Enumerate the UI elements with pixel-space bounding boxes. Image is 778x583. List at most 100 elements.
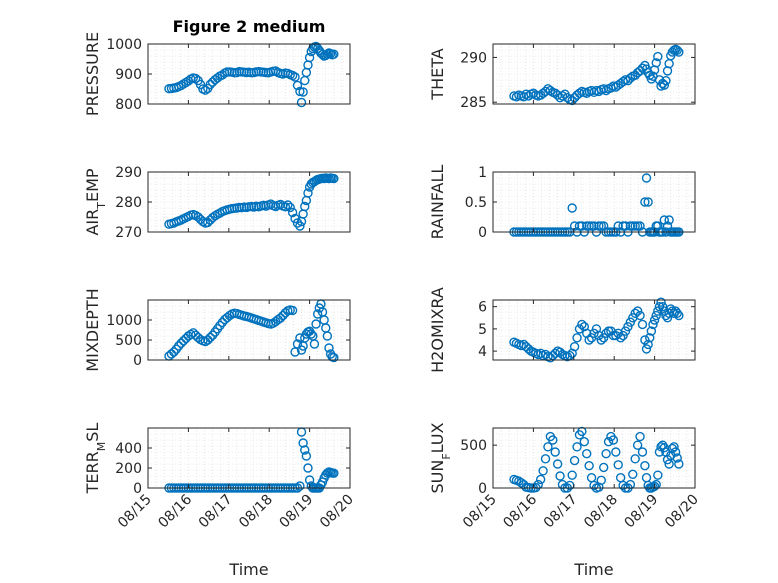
y-axis-label: MIXDEPTH: [83, 288, 102, 371]
data-point: [555, 471, 565, 481]
data-point: [329, 352, 339, 363]
data-point: [625, 73, 636, 83]
data-point: [630, 454, 640, 464]
x-tick-label: 08/15: [460, 492, 500, 532]
data-point: [589, 221, 599, 231]
data-point: [577, 319, 587, 330]
subplot-sun-flux: 0 500 08/15 08/16 08/17 08/18 08/19 08/20 SUNFLU…: [428, 422, 702, 579]
subplot-theta: 285 290 THETA: [428, 43, 696, 111]
subplot-terr-msl: 0 200 400 08/15 08/16 08/17 08/18 08/19 08/20 TER…: [83, 423, 357, 579]
data-point: [584, 461, 594, 471]
data-point: [640, 461, 650, 471]
data-point: [285, 202, 295, 213]
x-tick-label: 08/19: [622, 492, 662, 532]
y-tick-label: 900: [115, 67, 142, 83]
data-point: [674, 47, 684, 57]
x-tick-label: 08/17: [541, 492, 581, 532]
y-tick-label: 500: [460, 438, 487, 454]
data-point: [613, 460, 623, 470]
data-point: [295, 221, 305, 231]
y-axis-label: PRESSURE: [83, 32, 102, 116]
data-point: [577, 221, 587, 231]
x-tick-label: 08/20: [662, 492, 702, 532]
data-point: [637, 63, 648, 73]
data-point: [292, 218, 303, 228]
x-tick-label: 08/17: [196, 492, 236, 532]
data-point: [538, 466, 548, 476]
data-point: [608, 435, 619, 445]
y-tick-label: 1000: [106, 313, 142, 329]
x-axis-label: Time: [228, 560, 268, 579]
data-point: [203, 217, 213, 228]
x-tick-label: 08/18: [581, 492, 621, 532]
data-point: [599, 221, 609, 231]
data-point: [322, 468, 333, 478]
data-point: [651, 310, 661, 321]
data-point: [618, 76, 628, 87]
y-axis-label: AIRTEMP: [83, 168, 108, 235]
data-point: [200, 85, 211, 95]
data-point: [632, 306, 643, 316]
data-point: [188, 328, 198, 338]
y-tick-label: 200: [115, 461, 142, 477]
data-point: [615, 333, 626, 343]
data-point: [329, 173, 339, 184]
data-point: [669, 308, 679, 319]
data-point: [278, 310, 288, 321]
x-tick-label: 08/19: [277, 492, 317, 532]
data-point: [312, 309, 323, 319]
data-point: [645, 333, 655, 343]
data-point: [212, 73, 223, 83]
data-point: [613, 221, 623, 231]
y-axis-label: TERRMSL: [83, 423, 108, 495]
data-point: [304, 52, 315, 63]
data-point: [322, 331, 333, 341]
y-tick-label: 0: [478, 225, 487, 241]
data-point: [178, 336, 189, 346]
data-point: [300, 445, 310, 455]
axes-box: [492, 299, 696, 361]
axes-box: [147, 427, 351, 489]
x-tick-label: 08/16: [500, 491, 540, 531]
data-point: [280, 202, 291, 212]
data-point: [301, 451, 312, 461]
data-point: [628, 469, 638, 479]
data-point: [567, 470, 577, 480]
data-point: [672, 453, 682, 463]
data-point: [550, 447, 560, 457]
data-point: [599, 462, 609, 473]
data-point: [620, 221, 631, 231]
data-point: [545, 85, 556, 96]
data-point: [533, 479, 543, 490]
data-point: [287, 70, 298, 81]
data-point: [557, 91, 568, 101]
data-point: [298, 87, 308, 97]
data-point: [169, 347, 179, 357]
data-point: [637, 447, 648, 457]
data-point: [543, 442, 553, 452]
data-point: [577, 426, 587, 437]
y-tick-label: 4: [478, 344, 487, 360]
data-point: [651, 479, 661, 490]
axes-box: [147, 299, 351, 361]
data-point: [193, 332, 203, 343]
data-point: [649, 315, 660, 325]
data-point: [656, 297, 666, 307]
data-point: [548, 435, 558, 445]
data-point: [649, 481, 660, 491]
data-point: [635, 221, 645, 231]
data-point: [637, 319, 648, 330]
axes-box: [492, 43, 696, 105]
data-point: [640, 197, 650, 207]
data-point: [646, 326, 657, 336]
data-point: [329, 468, 339, 478]
subplot-rainfall: 0 0.5 1 RAINFALL: [428, 165, 696, 241]
data-point: [298, 438, 308, 448]
data-point: [540, 454, 551, 464]
data-point: [205, 332, 215, 343]
data-point: [295, 333, 305, 343]
x-tick-label: 08/18: [236, 492, 276, 532]
subplot-air-temp: 270 280 290 AIRTEMP: [83, 165, 351, 241]
